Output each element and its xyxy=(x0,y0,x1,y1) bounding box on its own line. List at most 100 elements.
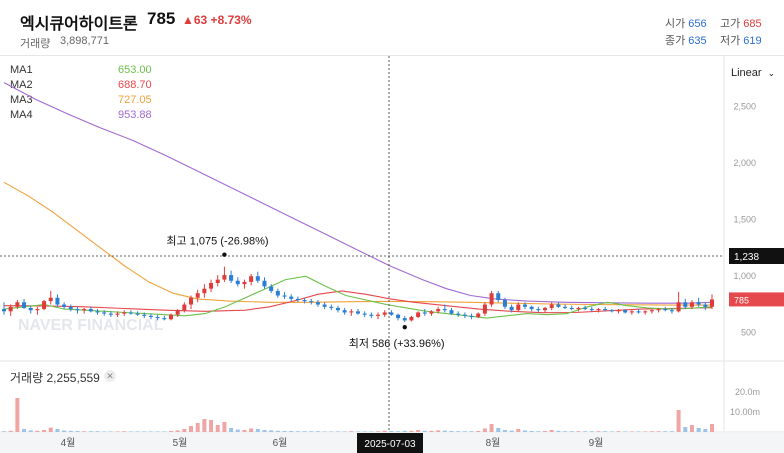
candle-body xyxy=(95,311,100,313)
candle-body xyxy=(28,307,33,311)
volume-label: 거래량 xyxy=(20,38,51,50)
high-marker xyxy=(222,252,227,257)
volume-bar xyxy=(409,430,414,432)
volume-bar xyxy=(636,431,641,432)
candle-body xyxy=(22,302,27,308)
candle-body xyxy=(422,312,427,314)
volume-bar xyxy=(696,428,701,432)
volume-bar xyxy=(376,431,381,432)
volume-bar xyxy=(82,431,87,432)
volume-bar xyxy=(549,430,554,432)
volume-bar xyxy=(496,428,501,432)
candle-body xyxy=(369,314,374,316)
volume-bar xyxy=(22,429,27,432)
legend-ma3-value: 727.05 xyxy=(118,94,152,106)
candle-body xyxy=(549,304,554,308)
volume-bar xyxy=(148,431,153,432)
volume-bar xyxy=(95,431,100,432)
candle-body xyxy=(82,309,87,311)
candle-body xyxy=(168,314,173,320)
volume-bar xyxy=(202,419,207,432)
candle-body xyxy=(429,311,434,314)
volume-bar xyxy=(603,431,608,432)
volume-bar xyxy=(329,431,334,432)
volume-bar xyxy=(295,431,300,432)
ma1-line xyxy=(3,275,713,319)
candle-body xyxy=(309,301,314,303)
candle-body xyxy=(669,310,674,312)
candle-body xyxy=(349,311,354,313)
x-tick-label: 6월 xyxy=(273,437,288,449)
watermark-text: NAVER FINANCIAL xyxy=(18,317,164,334)
legend-ma2-value: 688.70 xyxy=(118,79,152,91)
x-tick-label: 8월 xyxy=(486,437,501,449)
current-price: 785 xyxy=(147,9,176,28)
candle-body xyxy=(222,275,227,280)
candle-body xyxy=(55,297,60,305)
y-tick-label: 1,000 xyxy=(733,271,756,281)
volume-bar xyxy=(102,431,107,432)
volume-bar xyxy=(356,431,360,432)
volume-bar xyxy=(242,430,247,432)
stock-header: 엑시큐어하이트론 785 ▲63 +8.73% 거래량 3,898,771 시가… xyxy=(0,0,784,56)
volume-bar xyxy=(162,431,167,432)
candle-body xyxy=(389,312,394,315)
crosshair-date-text: 2025-07-03 xyxy=(364,439,416,450)
candle-body xyxy=(48,297,53,302)
volume-bar xyxy=(469,431,474,432)
volume-bar xyxy=(449,431,454,432)
volume-bar xyxy=(609,431,614,432)
candle-body xyxy=(289,296,294,299)
close-icon[interactable]: ✕ xyxy=(104,370,116,382)
volume-bar xyxy=(402,430,407,432)
volume-bar xyxy=(75,431,80,432)
volume-bar xyxy=(583,431,588,432)
volume-value: 3,898,771 xyxy=(60,35,109,47)
volume-bar xyxy=(629,431,634,432)
ma2-line xyxy=(3,290,713,314)
volume-bar xyxy=(62,430,67,432)
candle-body xyxy=(409,316,414,321)
candle-body xyxy=(269,286,274,291)
candle-body xyxy=(235,280,240,285)
x-tick-label: 5월 xyxy=(173,437,188,449)
candle-body xyxy=(683,302,688,307)
candle-body xyxy=(696,302,701,305)
last-price-text: 785 xyxy=(734,295,749,305)
volume-bar xyxy=(115,431,120,432)
candle-body xyxy=(663,309,668,311)
volume-bar xyxy=(649,431,654,432)
candle-body xyxy=(676,302,681,312)
candle-body xyxy=(302,300,307,302)
candle-body xyxy=(556,304,561,307)
volume-bar xyxy=(88,431,93,432)
volume-bar xyxy=(28,430,33,432)
volume-bar xyxy=(229,428,234,432)
legend-ma1: MA1 653.00 xyxy=(10,64,152,76)
volume-bar xyxy=(128,431,133,432)
volume-bar xyxy=(209,420,214,432)
volume-bar xyxy=(289,431,294,432)
volume-bar xyxy=(429,430,434,432)
volume-bar xyxy=(703,429,708,432)
volume-bar xyxy=(142,431,147,432)
volume-bar xyxy=(436,430,441,432)
volume-bar xyxy=(362,431,367,432)
volume-bar xyxy=(55,429,60,432)
candle-body xyxy=(315,302,320,305)
candle-body xyxy=(329,306,334,308)
y-tick-label: 2,000 xyxy=(733,158,756,168)
candle-body xyxy=(589,309,594,311)
legend-ma2: MA2 688.70 xyxy=(10,79,152,91)
scale-selector[interactable]: Linear ⌄ xyxy=(731,67,776,79)
candle-body xyxy=(543,307,548,311)
candle-body xyxy=(42,301,47,310)
volume-bar xyxy=(8,430,13,432)
volume-bar xyxy=(456,431,461,432)
volume-bar xyxy=(683,427,688,432)
volume-tick-label: 20.0m xyxy=(735,387,760,397)
candle-body xyxy=(482,304,487,314)
candle-body xyxy=(162,318,167,320)
volume-bar xyxy=(349,431,354,432)
